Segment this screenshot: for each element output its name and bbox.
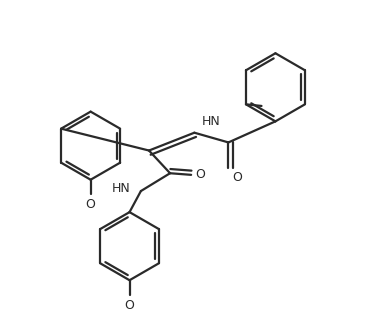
- Text: O: O: [195, 168, 205, 181]
- Text: HN: HN: [112, 182, 131, 195]
- Text: O: O: [86, 198, 96, 211]
- Text: HN: HN: [202, 115, 221, 128]
- Text: O: O: [232, 171, 243, 184]
- Text: O: O: [125, 299, 134, 312]
